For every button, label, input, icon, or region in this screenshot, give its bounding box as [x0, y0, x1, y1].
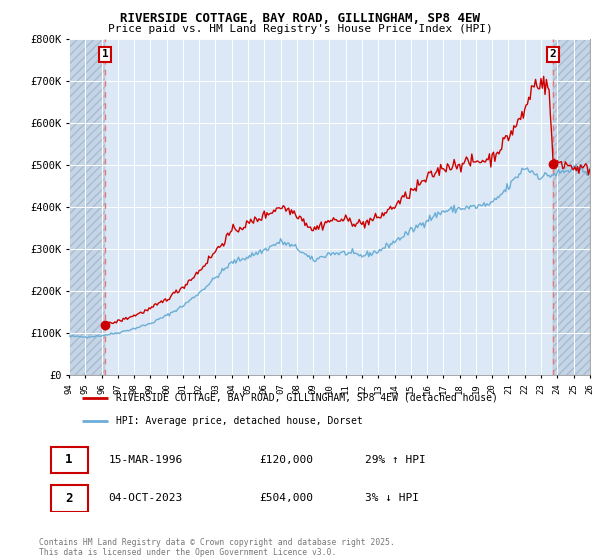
Bar	[553, 39, 590, 375]
FancyBboxPatch shape	[50, 447, 88, 473]
Text: 3% ↓ HPI: 3% ↓ HPI	[365, 493, 419, 503]
Text: RIVERSIDE COTTAGE, BAY ROAD, GILLINGHAM, SP8 4EW (detached house): RIVERSIDE COTTAGE, BAY ROAD, GILLINGHAM,…	[116, 393, 498, 403]
Text: 15-MAR-1996: 15-MAR-1996	[109, 455, 183, 465]
Bar	[553, 39, 590, 375]
Text: HPI: Average price, detached house, Dorset: HPI: Average price, detached house, Dors…	[116, 417, 362, 426]
Text: 29% ↑ HPI: 29% ↑ HPI	[365, 455, 425, 465]
Text: £504,000: £504,000	[259, 493, 313, 503]
Bar	[69, 39, 105, 375]
Text: 1: 1	[101, 49, 109, 59]
Text: £120,000: £120,000	[259, 455, 313, 465]
Text: 2: 2	[65, 492, 73, 505]
Text: 04-OCT-2023: 04-OCT-2023	[109, 493, 183, 503]
Text: Contains HM Land Registry data © Crown copyright and database right 2025.
This d: Contains HM Land Registry data © Crown c…	[39, 538, 395, 557]
Text: Price paid vs. HM Land Registry's House Price Index (HPI): Price paid vs. HM Land Registry's House …	[107, 24, 493, 34]
Text: 2: 2	[550, 49, 557, 59]
FancyBboxPatch shape	[50, 485, 88, 512]
Text: 1: 1	[65, 454, 73, 466]
Bar	[69, 39, 105, 375]
Text: RIVERSIDE COTTAGE, BAY ROAD, GILLINGHAM, SP8 4EW: RIVERSIDE COTTAGE, BAY ROAD, GILLINGHAM,…	[120, 12, 480, 25]
